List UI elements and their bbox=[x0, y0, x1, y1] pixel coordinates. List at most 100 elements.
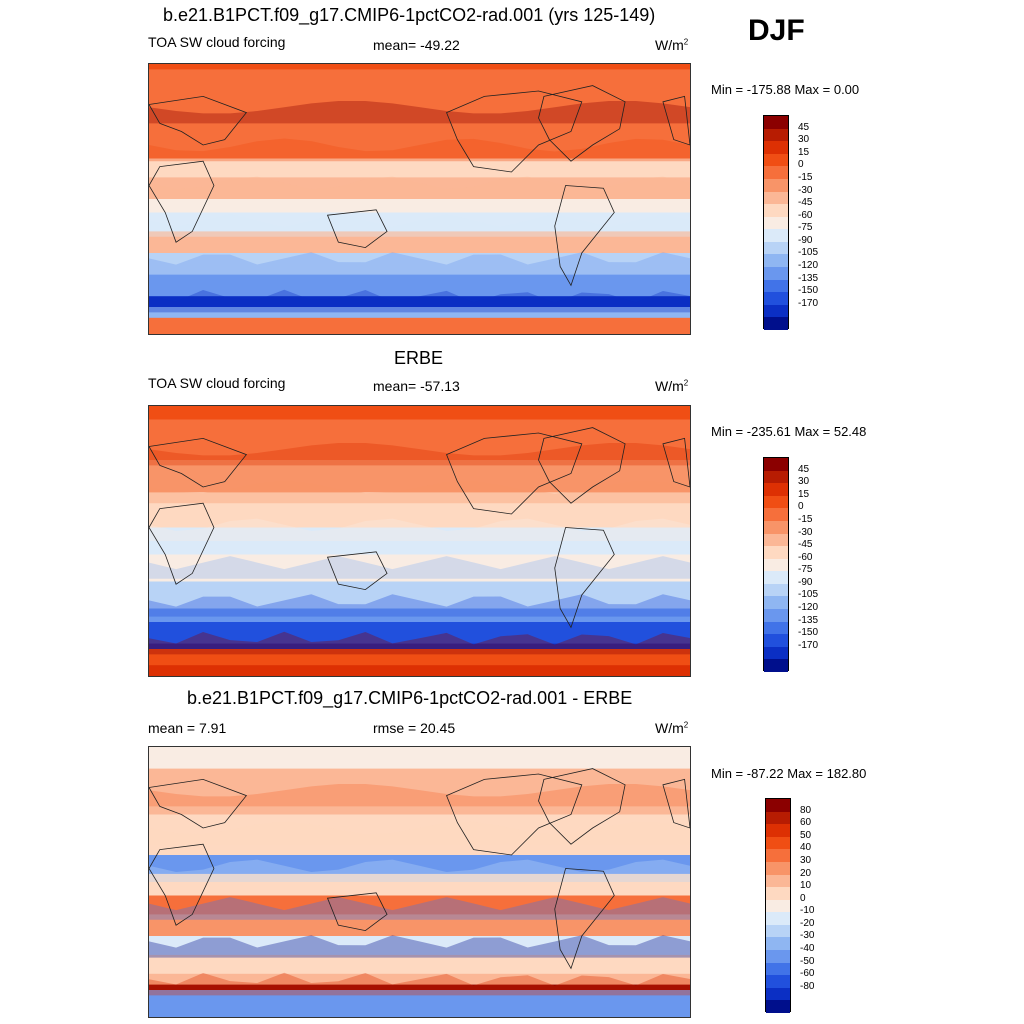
colorbar-tick-label: 60 bbox=[800, 817, 812, 829]
colorbar-cell bbox=[766, 962, 790, 976]
colorbar-tick-label: 30 bbox=[798, 476, 810, 488]
colorbar-tick-label: 15 bbox=[798, 488, 810, 500]
colorbar-cell bbox=[766, 950, 790, 964]
colorbar-cell bbox=[766, 836, 790, 850]
colorbar-cell bbox=[766, 899, 790, 913]
coastline bbox=[149, 502, 215, 585]
field-contour bbox=[149, 972, 690, 996]
colorbar-tick-label: 40 bbox=[800, 842, 812, 854]
coastline bbox=[149, 437, 248, 488]
colorbar-cell bbox=[764, 128, 788, 142]
colorbar-cell bbox=[766, 912, 790, 926]
colorbar-cell bbox=[766, 849, 790, 863]
field-contour bbox=[149, 631, 690, 655]
colorbar-cell bbox=[766, 924, 790, 938]
colorbar-cell bbox=[764, 508, 788, 522]
coastline bbox=[446, 432, 583, 515]
field-band bbox=[149, 914, 690, 937]
panel-3-minmax: Min = -87.22 Max = 182.80 bbox=[711, 766, 867, 781]
colorbar-cell bbox=[764, 583, 788, 597]
coastline bbox=[538, 85, 626, 162]
field-contour bbox=[149, 935, 690, 958]
colorbar-tick-label: -60 bbox=[798, 551, 813, 563]
colorbar-tick-label: -20 bbox=[800, 917, 815, 929]
colorbar-tick-label: 30 bbox=[798, 134, 810, 146]
field-band bbox=[149, 177, 690, 200]
colorbar-cell bbox=[764, 571, 788, 585]
panel-2-units: W/m2 bbox=[655, 378, 689, 394]
colorbar-tick-label: 45 bbox=[798, 463, 810, 475]
colorbar-tick-label: 15 bbox=[798, 146, 810, 158]
field-band bbox=[149, 984, 690, 991]
colorbar-tick-label: 30 bbox=[800, 854, 812, 866]
colorbar-tick-label: -30 bbox=[798, 526, 813, 538]
field-contour bbox=[149, 214, 690, 237]
coastline bbox=[326, 551, 388, 591]
colorbar-cell bbox=[766, 937, 790, 951]
panel-3-mean-label: mean = 7.91 bbox=[148, 720, 227, 736]
colorbar-tick-label: -50 bbox=[800, 955, 815, 967]
field-contour bbox=[149, 518, 690, 541]
coastline bbox=[662, 95, 690, 146]
colorbar-cell bbox=[764, 279, 788, 293]
panel-1-colorbar bbox=[763, 115, 789, 331]
colorbar-cell bbox=[764, 153, 788, 167]
colorbar-tick-label: -30 bbox=[800, 930, 815, 942]
coastline bbox=[554, 185, 615, 287]
field-band bbox=[149, 936, 690, 956]
panel-2-minmax: Min = -235.61 Max = 52.48 bbox=[711, 424, 867, 439]
colorbar-cell bbox=[764, 166, 788, 180]
colorbar-cell bbox=[764, 304, 788, 318]
field-band bbox=[149, 665, 690, 676]
field-contour bbox=[149, 859, 690, 882]
coastline bbox=[662, 437, 690, 488]
colorbar-cell bbox=[766, 799, 790, 813]
colorbar-tick-label: 45 bbox=[798, 121, 810, 133]
coastline bbox=[326, 892, 388, 932]
colorbar-cell bbox=[764, 483, 788, 497]
field-band bbox=[149, 419, 690, 461]
colorbar-tick-label: -150 bbox=[798, 285, 819, 297]
field-band bbox=[149, 747, 690, 770]
colorbar-tick-label: -90 bbox=[798, 234, 813, 246]
field-band bbox=[149, 990, 690, 1017]
field-band bbox=[149, 274, 690, 297]
colorbar-cell bbox=[764, 204, 788, 218]
colorbar-cell bbox=[766, 987, 790, 1001]
panel-3-rmse-label: rmse = 20.45 bbox=[373, 720, 456, 736]
colorbar-tick-label: 0 bbox=[798, 159, 804, 171]
panel-1-variable-label: TOA SW cloud forcing bbox=[148, 34, 286, 50]
colorbar-cell bbox=[764, 317, 788, 331]
colorbar-tick-label: -105 bbox=[798, 247, 819, 259]
field-band bbox=[149, 64, 690, 70]
colorbar-tick-label: 0 bbox=[800, 892, 806, 904]
field-band bbox=[149, 69, 690, 160]
colorbar-tick-label: -105 bbox=[798, 589, 819, 601]
colorbar-tick-label: -45 bbox=[798, 197, 813, 209]
field-band bbox=[149, 317, 690, 334]
colorbar-tick-label: -30 bbox=[798, 184, 813, 196]
panel-2-colorbar bbox=[763, 457, 789, 673]
colorbar-cell bbox=[766, 887, 790, 901]
panel-3-map bbox=[148, 746, 691, 1018]
panel-1-units: W/m2 bbox=[655, 37, 689, 53]
field-band bbox=[149, 954, 690, 975]
colorbar-cell bbox=[766, 1000, 790, 1014]
field-contour bbox=[149, 897, 690, 920]
colorbar-cell bbox=[764, 609, 788, 623]
field-contour bbox=[149, 480, 690, 504]
coastline bbox=[149, 843, 215, 926]
colorbar-cell bbox=[764, 241, 788, 255]
colorbar-tick-label: 50 bbox=[800, 829, 812, 841]
colorbar-cell bbox=[764, 470, 788, 484]
colorbar-cell bbox=[766, 975, 790, 989]
colorbar-cell bbox=[764, 520, 788, 535]
coastline bbox=[538, 768, 626, 845]
coastline bbox=[149, 160, 215, 243]
field-contour bbox=[149, 176, 690, 199]
coastline bbox=[446, 773, 583, 856]
colorbar-tick-label: 10 bbox=[800, 880, 812, 892]
colorbar-cell bbox=[764, 292, 788, 306]
colorbar-cell bbox=[764, 229, 788, 243]
field-band bbox=[149, 492, 690, 529]
